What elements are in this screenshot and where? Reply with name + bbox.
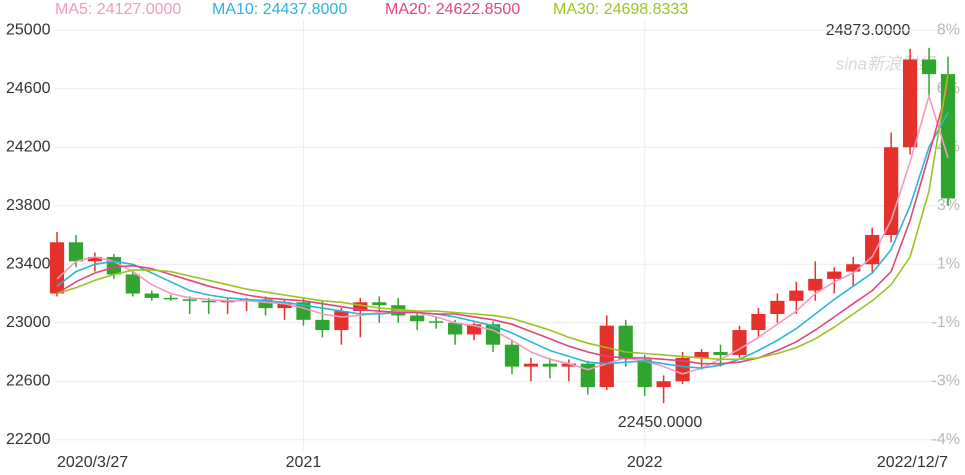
candle-body — [865, 235, 880, 265]
candle-body — [542, 363, 558, 367]
candle-body — [808, 278, 823, 291]
y2-tick-label: -3% — [932, 372, 960, 389]
legend-entry: MA10: 24437.8000 — [212, 1, 347, 18]
candle-body — [902, 59, 918, 148]
y-tick-label: 23000 — [6, 314, 51, 331]
candle-body — [410, 315, 425, 322]
candle-body — [429, 321, 444, 323]
candle-body — [694, 352, 709, 358]
y-tick-label: 24600 — [6, 80, 51, 97]
candle-body — [258, 299, 273, 309]
y2-tick-label: -4% — [932, 431, 960, 448]
ma-line — [56, 93, 949, 375]
legend-entry: MA30: 24698.8333 — [553, 1, 688, 18]
candle-body — [580, 363, 595, 388]
candle-body — [277, 302, 292, 309]
y2-tick-label: -1% — [932, 314, 960, 331]
candle-body — [334, 311, 349, 331]
candle-body — [87, 256, 103, 262]
ma-line — [56, 112, 949, 369]
x-tick-label: 2020/3/27 — [57, 454, 128, 471]
x-tick-label: 2021 — [286, 454, 322, 471]
y-tick-label: 23800 — [6, 197, 51, 214]
candle-body — [789, 290, 804, 301]
candle-body — [201, 300, 216, 303]
candle-body — [884, 147, 899, 235]
candle-body — [732, 330, 747, 355]
watermark: sina新浪财经 — [836, 54, 937, 73]
legend-entry: MA5: 24127.0000 — [55, 1, 181, 18]
candle-body — [751, 313, 766, 331]
ma-line — [56, 85, 949, 365]
candle-body — [447, 322, 463, 335]
legend-entry: MA20: 24622.8500 — [385, 1, 520, 18]
ma-line — [56, 74, 949, 361]
candle-body — [163, 297, 178, 300]
candle-body — [49, 242, 65, 294]
candle-body — [144, 293, 159, 298]
candle-body — [315, 319, 330, 331]
candle-body — [827, 271, 842, 279]
candle-body — [940, 74, 956, 199]
x-tick-label: 2022 — [627, 454, 663, 471]
x-tick-label: 2022/12/7 — [877, 454, 948, 471]
candle-body — [637, 359, 652, 388]
y-tick-label: 24200 — [6, 138, 51, 155]
y-tick-label: 22600 — [6, 372, 51, 389]
candle-body — [770, 300, 785, 314]
candle-body — [504, 344, 520, 367]
candle-body — [561, 363, 576, 367]
candle-body — [353, 302, 368, 312]
candle-body — [618, 325, 633, 360]
y-tick-label: 23400 — [6, 255, 51, 272]
candle-body — [656, 381, 671, 388]
candle-body — [713, 352, 728, 355]
min-label: 22450.0000 — [618, 414, 703, 431]
candle-body — [182, 299, 197, 301]
candle-body — [372, 302, 387, 306]
candle-body — [846, 264, 861, 272]
candle-body — [466, 324, 482, 335]
y2-tick-label: 1% — [937, 255, 960, 272]
candle-body — [68, 242, 84, 262]
candle-body — [125, 274, 140, 294]
y-tick-label: 22200 — [6, 431, 51, 448]
y2-tick-label: 8% — [937, 21, 960, 38]
candle-body — [921, 59, 937, 75]
candle-body — [523, 363, 539, 367]
candle-body — [675, 357, 690, 382]
y-tick-label: 25000 — [6, 21, 51, 38]
